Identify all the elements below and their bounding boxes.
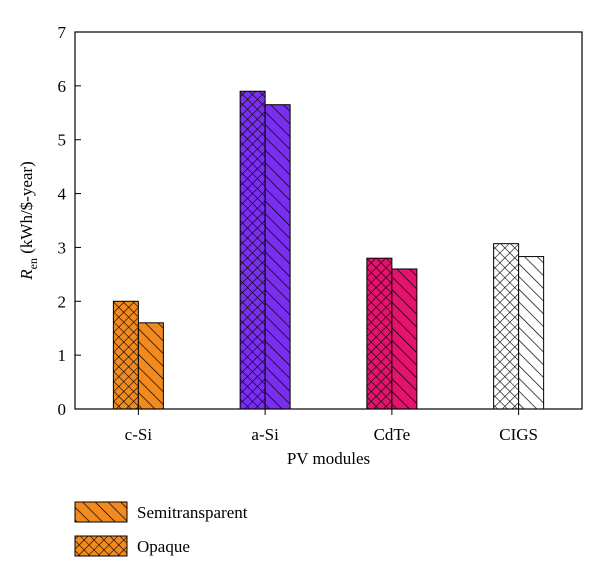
bar-cdte-opaque <box>366 257 393 410</box>
plot-frame <box>74 31 583 410</box>
y-axis-unit: (kWh/$-year) <box>17 161 36 258</box>
y-axis-title: Ren (kWh/$-year) <box>17 161 40 280</box>
y-axis: 0 1 2 3 4 5 6 7 <box>58 23 81 419</box>
bar-cdte-semitransparent <box>391 268 418 410</box>
x-axis: c-Si a-Si CdTe CIGS <box>125 409 538 444</box>
legend-label: Opaque <box>137 537 190 556</box>
legend-swatch <box>74 535 128 557</box>
bar-c-si-semitransparent <box>137 322 164 410</box>
bars <box>112 90 545 410</box>
bar-c-si-opaque <box>112 300 139 410</box>
y-axis-symbol: R <box>17 269 36 281</box>
x-tick-label: CIGS <box>499 425 538 444</box>
y-tick-label: 6 <box>58 77 67 96</box>
x-tick-label: a-Si <box>251 425 279 444</box>
legend: Semitransparent Opaque <box>74 501 248 557</box>
y-tick-label: 4 <box>58 185 67 204</box>
bar-cigs-semitransparent <box>518 256 545 410</box>
x-axis-title: PV modules <box>287 449 370 468</box>
y-tick-label: 1 <box>58 346 67 365</box>
y-tick-label: 0 <box>58 400 67 419</box>
x-tick-label: CdTe <box>374 425 411 444</box>
y-axis-subscript: en <box>26 258 40 269</box>
legend-swatch <box>74 501 128 523</box>
y-tick-label: 5 <box>58 131 67 150</box>
bar-cigs-opaque <box>493 243 520 410</box>
y-tick-label: 3 <box>58 238 67 257</box>
x-tick-label: c-Si <box>125 425 153 444</box>
y-tick-label: 7 <box>58 23 67 42</box>
bar-a-si-semitransparent <box>264 104 291 410</box>
bar-a-si-opaque <box>239 90 266 410</box>
legend-label: Semitransparent <box>137 503 248 522</box>
y-tick-label: 2 <box>58 292 67 311</box>
